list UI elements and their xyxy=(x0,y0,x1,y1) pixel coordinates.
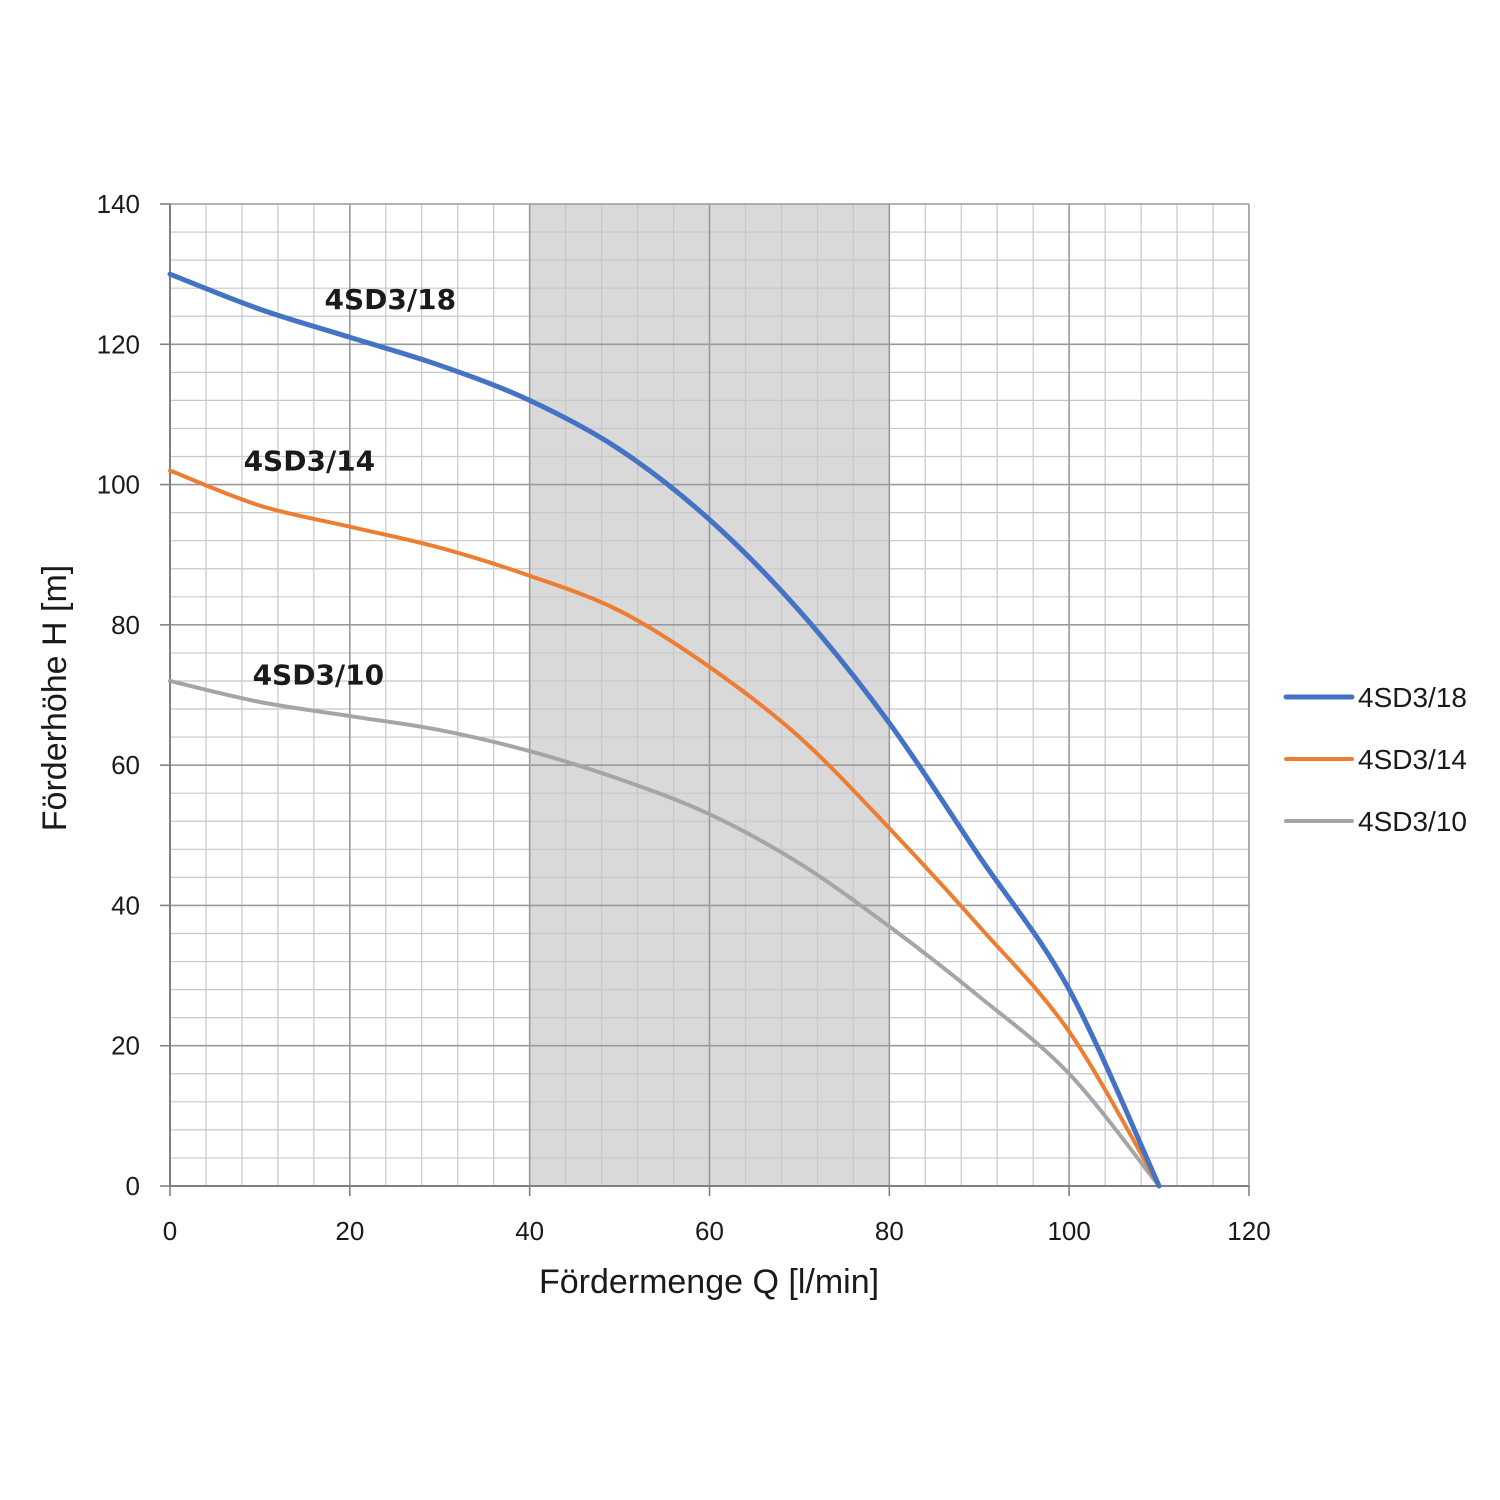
curve-label-0: 4SD3/18 xyxy=(325,283,457,316)
y-axis-ticks: 0 20 40 60 80 100 120 140 xyxy=(97,189,140,1201)
series-line-2 xyxy=(168,678,1162,1188)
x-axis-ticks: 0 20 40 60 80 100 120 xyxy=(163,1216,1271,1246)
y-tick-label: 120 xyxy=(97,329,140,359)
series-line-0 xyxy=(167,271,1162,1189)
x-tick-label: 80 xyxy=(875,1216,904,1246)
curve-labels: 4SD3/18 4SD3/14 4SD3/10 xyxy=(244,283,457,691)
legend: 4SD3/18 4SD3/14 4SD3/10 xyxy=(1283,682,1467,837)
y-tick-label: 100 xyxy=(97,470,140,500)
series-lines xyxy=(167,271,1162,1189)
x-tick-label: 60 xyxy=(695,1216,724,1246)
y-tick-label: 60 xyxy=(111,750,140,780)
x-tick-label: 100 xyxy=(1047,1216,1090,1246)
x-tick-label: 20 xyxy=(335,1216,364,1246)
x-axis-title: Fördermenge Q [l/min] xyxy=(539,1263,879,1301)
y-tick-label: 140 xyxy=(97,189,140,219)
series-line-1 xyxy=(168,468,1162,1188)
legend-label-2: 4SD3/10 xyxy=(1358,806,1467,837)
x-tick-label: 0 xyxy=(163,1216,177,1246)
y-tick-label: 40 xyxy=(111,890,140,920)
y-tick-label: 20 xyxy=(111,1031,140,1061)
curve-label-1: 4SD3/14 xyxy=(244,445,376,478)
x-tick-label: 40 xyxy=(515,1216,544,1246)
legend-label-0: 4SD3/18 xyxy=(1358,682,1467,713)
y-tick-label: 80 xyxy=(111,610,140,640)
legend-label-1: 4SD3/14 xyxy=(1358,744,1467,775)
x-tick-label: 120 xyxy=(1227,1216,1270,1246)
grid-major xyxy=(160,203,1250,1196)
curve-label-2: 4SD3/10 xyxy=(253,658,385,691)
y-axis-title: Förderhöhe H [m] xyxy=(36,565,74,831)
y-tick-label: 0 xyxy=(126,1171,140,1201)
